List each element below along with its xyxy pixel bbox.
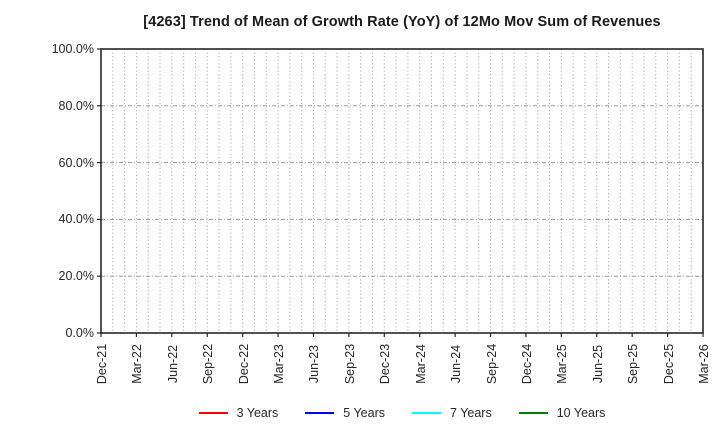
x-axis-tick-label: Jun-22 — [165, 344, 180, 384]
x-axis-tick-label: Mar-26 — [697, 344, 711, 384]
x-axis-tick-label: Mar-25 — [555, 344, 570, 384]
legend: 3 Years 5 Years 7 Years 10 Years — [101, 404, 703, 422]
x-axis-tick-label: Jun-24 — [449, 344, 464, 384]
x-axis-tick-label: Sep-23 — [342, 343, 357, 385]
legend-line-swatch — [198, 412, 228, 414]
y-axis-tick-label: 80.0% — [58, 98, 94, 113]
y-axis-tick-label: 40.0% — [58, 212, 94, 227]
legend-line-swatch — [305, 412, 335, 414]
legend-label: 7 Years — [450, 406, 492, 420]
x-axis-tick-label: Dec-22 — [236, 343, 251, 385]
x-axis-tick-label: Jun-23 — [307, 344, 322, 384]
legend-label: 5 Years — [343, 406, 386, 420]
y-axis-tick-label: 20.0% — [58, 269, 94, 284]
x-axis-tick-label: Sep-25 — [626, 343, 641, 385]
x-axis-tick-label: Mar-22 — [130, 344, 145, 384]
y-axis-tick-label: 100.0% — [51, 42, 94, 56]
y-axis-tick-label: 60.0% — [58, 155, 94, 170]
legend-line-swatch — [412, 412, 442, 414]
x-axis-tick-label: Dec-24 — [519, 343, 534, 385]
chart-title: [4263] Trend of Mean of Growth Rate (YoY… — [143, 14, 661, 30]
x-axis-tick-label: Sep-22 — [201, 343, 216, 385]
legend-label: 10 Years — [556, 406, 606, 420]
x-axis-tick-label: Jun-25 — [590, 344, 605, 384]
x-axis-tick-label: Dec-23 — [378, 343, 393, 385]
legend-line-swatch — [518, 412, 548, 414]
legend-item: 7 Years — [412, 406, 492, 420]
legend-label: 3 Years — [236, 406, 279, 420]
legend-item: 3 Years — [198, 406, 279, 420]
legend-item: 5 Years — [305, 406, 385, 420]
x-axis-tick-label: Dec-25 — [661, 343, 676, 385]
y-axis-tick-label: 0.0% — [65, 326, 95, 340]
x-axis-tick-label: Dec-21 — [95, 343, 109, 385]
x-axis-tick-label: Sep-24 — [484, 343, 499, 385]
x-axis-tick-label: Mar-23 — [272, 344, 287, 384]
plot-border — [100, 48, 704, 334]
x-axis-tick-label: Mar-24 — [413, 344, 428, 384]
legend-item: 10 Years — [518, 406, 606, 420]
